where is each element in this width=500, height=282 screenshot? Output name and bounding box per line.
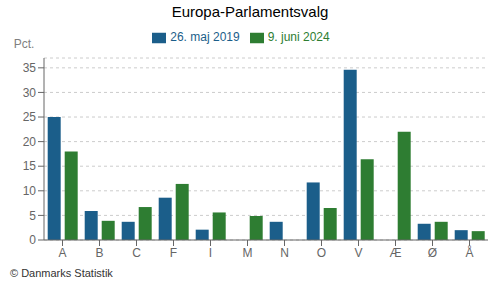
svg-text:I: I — [209, 246, 212, 260]
html-text:Europa-Parlamentsvalg: Europa-Parlamentsvalg — [171, 3, 329, 20]
svg-text:10: 10 — [23, 184, 37, 198]
html-text:© Danmarks Statistik: © Danmarks Statistik — [10, 267, 113, 279]
svg-text:V: V — [354, 246, 362, 260]
svg-text:A: A — [58, 246, 66, 260]
svg-text:C: C — [132, 246, 141, 260]
svg-text:M: M — [243, 246, 253, 260]
svg-text:N: N — [280, 246, 289, 260]
html-text:26. maj 2019: 26. maj 2019 — [170, 30, 240, 44]
svg-text:25: 25 — [23, 110, 37, 124]
svg-text:0: 0 — [29, 233, 36, 247]
svg-text:30: 30 — [23, 86, 37, 100]
svg-text:35: 35 — [23, 61, 37, 75]
svg-text:20: 20 — [23, 135, 37, 149]
svg-text:Æ: Æ — [390, 246, 402, 260]
svg-text:Pct.: Pct. — [14, 37, 35, 51]
svg-text:O: O — [317, 246, 326, 260]
svg-text:F: F — [170, 246, 177, 260]
svg-text:5: 5 — [29, 209, 36, 223]
svg-text:Å: Å — [465, 245, 473, 260]
svg-text:B: B — [95, 246, 103, 260]
html-text:9. juni 2024: 9. juni 2024 — [267, 30, 330, 44]
svg-text:Ø: Ø — [428, 246, 437, 260]
svg-text:15: 15 — [23, 159, 37, 173]
